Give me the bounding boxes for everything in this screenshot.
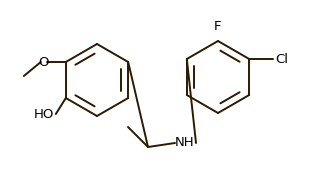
Text: O: O [39, 56, 49, 68]
Text: F: F [214, 20, 222, 33]
Text: NH: NH [175, 137, 195, 149]
Text: Cl: Cl [275, 53, 288, 65]
Text: HO: HO [34, 107, 54, 120]
